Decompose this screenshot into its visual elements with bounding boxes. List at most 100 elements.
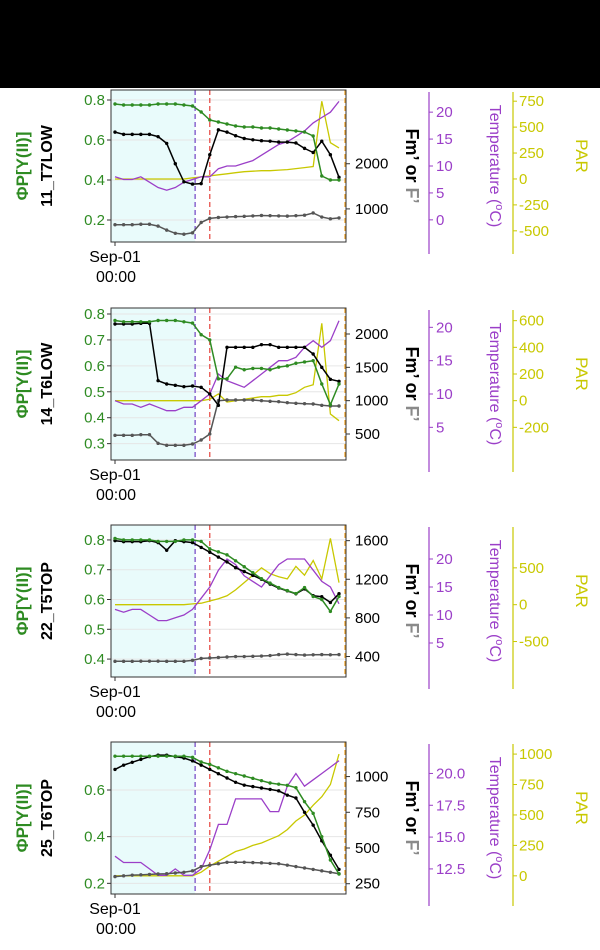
data-point-f bbox=[251, 398, 255, 402]
par-tick-label: -500 bbox=[519, 223, 549, 240]
x-tick-label-time: 00:00 bbox=[96, 487, 136, 504]
data-point-phi bbox=[182, 538, 186, 542]
data-point-phi bbox=[130, 103, 134, 107]
data-point-fm bbox=[259, 342, 264, 347]
data-point-fm bbox=[199, 385, 203, 390]
data-point-f bbox=[208, 432, 212, 436]
data-point-fm bbox=[242, 136, 246, 141]
f-tick-label: 400 bbox=[355, 649, 380, 666]
data-point-fm bbox=[156, 378, 160, 383]
data-point-fm bbox=[216, 128, 221, 132]
temp-tick-label: 10 bbox=[436, 607, 453, 624]
phi-tick-label: 0.5 bbox=[84, 621, 105, 638]
data-point-phi bbox=[208, 338, 212, 342]
temp-tick-label: 15 bbox=[436, 353, 453, 370]
data-point-f bbox=[156, 224, 160, 228]
data-point-fm bbox=[173, 383, 178, 388]
data-point-phi bbox=[199, 110, 203, 114]
data-point-fm bbox=[276, 789, 281, 793]
data-point-f bbox=[225, 215, 229, 219]
data-point-f bbox=[242, 654, 246, 659]
data-point-fm bbox=[139, 757, 143, 762]
phi-axis-title: ΦP[Y(II)] bbox=[13, 567, 32, 636]
par-tick-label: -250 bbox=[519, 197, 549, 214]
phi-tick-label: 0.3 bbox=[84, 436, 105, 453]
data-point-phi bbox=[337, 872, 341, 876]
phi-tick-label: 0.2 bbox=[84, 875, 105, 892]
data-point-phi bbox=[121, 754, 126, 758]
data-point-f bbox=[311, 867, 315, 872]
data-point-phi bbox=[139, 103, 143, 107]
data-point-f bbox=[182, 232, 186, 236]
data-point-phi bbox=[225, 769, 229, 774]
temp-tick-label: 10 bbox=[436, 386, 453, 403]
data-point-f bbox=[121, 659, 126, 664]
data-point-f bbox=[225, 860, 229, 864]
temp-axis-title: Temperature (oC) bbox=[486, 540, 505, 663]
data-point-f bbox=[113, 223, 117, 227]
phi-axis-title: ΦP[Y(II)] bbox=[13, 132, 32, 201]
data-point-f bbox=[139, 873, 143, 877]
data-point-fm bbox=[276, 345, 281, 350]
data-point-phi bbox=[242, 368, 246, 372]
data-point-fm bbox=[302, 810, 307, 814]
data-point-f bbox=[251, 214, 255, 218]
f-tick-label: 1000 bbox=[355, 393, 388, 410]
phi-tick-label: 0.7 bbox=[84, 332, 105, 349]
data-point-f bbox=[208, 216, 212, 221]
data-point-phi bbox=[199, 539, 203, 544]
data-point-phi bbox=[199, 333, 203, 337]
data-point-f bbox=[320, 869, 324, 873]
phi-tick-label: 0.5 bbox=[84, 384, 105, 401]
data-point-f bbox=[259, 213, 264, 218]
data-point-f bbox=[182, 659, 186, 664]
phi-axis-title: ΦP[Y(II)] bbox=[13, 784, 32, 853]
night-shading bbox=[111, 742, 196, 894]
panel-label: 14_T6LOW bbox=[39, 342, 56, 426]
data-point-fm bbox=[328, 377, 333, 382]
data-point-phi bbox=[190, 755, 195, 760]
data-point-f bbox=[190, 869, 195, 873]
data-point-phi bbox=[113, 318, 117, 323]
par-tick-label: 500 bbox=[519, 807, 544, 824]
data-point-phi bbox=[208, 547, 212, 551]
data-point-phi bbox=[320, 834, 324, 839]
par-tick-label: -500 bbox=[519, 634, 549, 651]
data-point-fm bbox=[233, 345, 238, 350]
data-point-fm bbox=[208, 153, 212, 157]
panel-label: 25_T6TOP bbox=[39, 779, 56, 857]
data-point-phi bbox=[173, 102, 178, 106]
data-point-phi bbox=[294, 129, 298, 133]
data-point-fm bbox=[242, 783, 246, 787]
series-line-par bbox=[115, 323, 340, 422]
plot-border bbox=[110, 307, 347, 461]
data-point-f bbox=[199, 438, 203, 442]
data-point-phi bbox=[225, 553, 229, 557]
data-point-f bbox=[147, 659, 152, 663]
data-point-f bbox=[173, 231, 178, 235]
data-point-f bbox=[121, 223, 126, 227]
data-point-f bbox=[156, 659, 160, 663]
data-point-phi bbox=[251, 571, 255, 575]
data-point-f bbox=[147, 222, 152, 226]
data-point-phi bbox=[130, 320, 134, 324]
data-point-phi bbox=[311, 811, 315, 816]
night-shading bbox=[111, 90, 196, 242]
data-point-fm bbox=[268, 139, 272, 143]
phi-tick-label: 0.6 bbox=[84, 782, 105, 799]
data-point-phi bbox=[233, 365, 238, 369]
data-point-phi bbox=[268, 781, 272, 785]
data-point-f bbox=[337, 652, 341, 657]
fm-axis-title: Fm’ or F’ bbox=[402, 128, 422, 203]
par-tick-label: 250 bbox=[519, 145, 544, 162]
par-axis-title: PAR bbox=[572, 791, 591, 825]
f-tick-label: 1000 bbox=[355, 769, 388, 786]
data-point-f bbox=[276, 399, 281, 404]
series-line-temp bbox=[114, 558, 340, 622]
data-point-f bbox=[302, 866, 307, 870]
data-point-phi bbox=[173, 539, 178, 544]
data-point-phi bbox=[285, 364, 290, 368]
data-point-phi bbox=[216, 120, 221, 124]
temp-tick-label: 20 bbox=[436, 319, 453, 336]
data-point-f bbox=[182, 443, 186, 448]
